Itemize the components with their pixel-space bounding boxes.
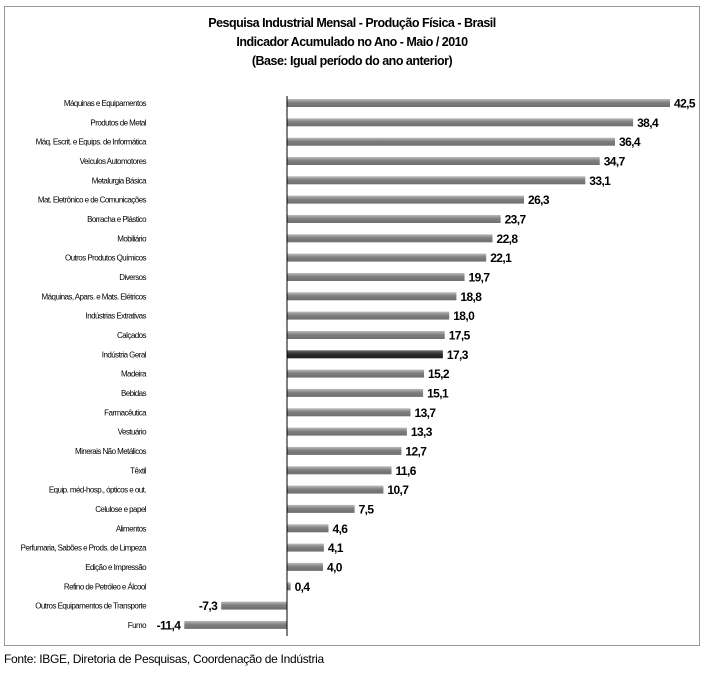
category-label-10: Máquinas, Apars. e Mats. Elétricos xyxy=(42,292,147,301)
value-label-14: 15,2 xyxy=(428,367,450,381)
chart-subtitle: Indicador Acumulado no Ano - Maio / 2010 xyxy=(236,35,468,49)
value-label-13: 17,3 xyxy=(447,348,469,362)
value-label-22: 4,6 xyxy=(333,522,349,536)
value-label-7: 22,8 xyxy=(497,232,519,246)
bar-6 xyxy=(287,215,501,223)
category-label-8: Outros Produtos Químicos xyxy=(65,254,147,263)
value-label-10: 18,8 xyxy=(460,290,482,304)
category-label-26: Outros Equipamentos de Transporte xyxy=(35,602,147,611)
value-label-24: 4,0 xyxy=(327,560,343,574)
bar-19 xyxy=(287,466,392,475)
bar-16 xyxy=(287,408,411,417)
category-label-17: Vestuário xyxy=(118,428,148,437)
value-label-25: 0,4 xyxy=(295,580,311,594)
bar-12 xyxy=(287,331,445,339)
value-label-19: 11,6 xyxy=(396,464,417,478)
chart-titles: Pesquisa Industrial Mensal - Produção Fí… xyxy=(0,14,704,71)
value-label-4: 33,1 xyxy=(589,174,611,188)
bar-2 xyxy=(287,137,615,146)
value-label-1: 38,4 xyxy=(637,116,659,130)
category-label-0: Máquinas e Equipamentos xyxy=(64,99,147,108)
category-label-22: Alimentos xyxy=(116,524,147,533)
category-label-16: Farmacêutica xyxy=(104,408,147,417)
bar-8 xyxy=(287,253,487,262)
chart-frame xyxy=(4,6,700,646)
value-label-2: 36,4 xyxy=(619,135,641,149)
bar-3 xyxy=(287,157,600,165)
value-label-21: 7,5 xyxy=(359,502,375,516)
category-label-6: Borracha e Plástico xyxy=(87,215,147,224)
bar-4 xyxy=(287,176,586,185)
value-label-0: 42,5 xyxy=(674,97,696,111)
category-label-4: Metalurgia Básica xyxy=(92,176,147,185)
bar-chart: Máquinas e Equipamentos 42,5 Produtos de M… xyxy=(21,96,696,636)
value-label-27: -11,4 xyxy=(157,618,182,632)
value-label-23: 4,1 xyxy=(328,541,344,555)
category-label-24: Edição e Impressão xyxy=(85,563,147,572)
chart-note: (Base: Igual período do ano anterior) xyxy=(251,54,453,68)
bar-13 xyxy=(287,350,443,359)
bar-9 xyxy=(287,273,465,281)
value-label-17: 13,3 xyxy=(411,425,433,439)
category-label-20: Equip. méd-hosp., ópticos e out. xyxy=(49,486,146,495)
bar-14 xyxy=(287,369,424,378)
bar-10 xyxy=(287,292,457,301)
category-label-13: Indústria Geral xyxy=(102,350,147,359)
category-label-12: Calçados xyxy=(117,331,147,340)
category-label-19: Têxtil xyxy=(130,466,147,475)
bar-18 xyxy=(287,446,402,455)
category-label-15: Bebidas xyxy=(121,389,147,398)
value-label-8: 22,1 xyxy=(490,251,512,265)
category-label-3: Veículos Automotores xyxy=(80,157,147,166)
bar-1 xyxy=(287,118,634,127)
bar-24 xyxy=(287,562,323,571)
value-label-9: 19,7 xyxy=(469,271,491,285)
category-label-21: Celulose e papel xyxy=(95,505,147,514)
bar-26 xyxy=(221,601,287,610)
bar-21 xyxy=(287,504,355,513)
bar-0 xyxy=(287,99,670,107)
value-label-6: 23,7 xyxy=(505,213,527,227)
value-label-12: 17,5 xyxy=(449,329,471,343)
value-label-5: 26,3 xyxy=(528,193,550,207)
bar-25 xyxy=(287,582,291,591)
category-label-18: Minerais Não Metálicos xyxy=(75,447,147,456)
bar-27 xyxy=(184,620,287,629)
value-label-11: 18,0 xyxy=(453,309,475,323)
value-label-15: 15,1 xyxy=(427,386,449,400)
value-label-20: 10,7 xyxy=(387,483,409,497)
value-label-26: -7,3 xyxy=(199,599,218,613)
bar-23 xyxy=(287,543,324,552)
category-label-7: Mobiliário xyxy=(117,234,147,243)
chart-title: Pesquisa Industrial Mensal - Produção Fí… xyxy=(208,16,496,30)
category-label-27: Fumo xyxy=(128,621,147,630)
category-label-1: Produtos de Metal xyxy=(90,118,146,127)
value-label-3: 34,7 xyxy=(604,155,626,169)
category-label-14: Madeira xyxy=(121,370,147,379)
bar-11 xyxy=(287,311,450,320)
category-label-5: Mat. Eletrônico e de Comunicações xyxy=(38,196,147,205)
source-note: Fonte: IBGE, Diretoria de Pesquisas, Coo… xyxy=(4,652,324,666)
category-label-11: Indústrias Extrativas xyxy=(86,312,147,321)
bar-7 xyxy=(287,234,493,243)
bar-22 xyxy=(287,524,329,533)
bar-15 xyxy=(287,388,424,397)
category-label-9: Diversos xyxy=(119,273,146,282)
bar-20 xyxy=(287,485,384,494)
bar-5 xyxy=(287,195,524,204)
category-label-25: Refino de Petróleo e Álcool xyxy=(64,582,147,591)
value-label-16: 13,7 xyxy=(415,406,437,420)
bar-17 xyxy=(287,427,407,436)
category-label-23: Perfumaria, Sabões e Prods. de Limpeza xyxy=(21,544,148,553)
value-label-18: 12,7 xyxy=(405,444,427,458)
category-label-2: Máq. Escrit. e Equips. de Informática xyxy=(36,138,147,147)
